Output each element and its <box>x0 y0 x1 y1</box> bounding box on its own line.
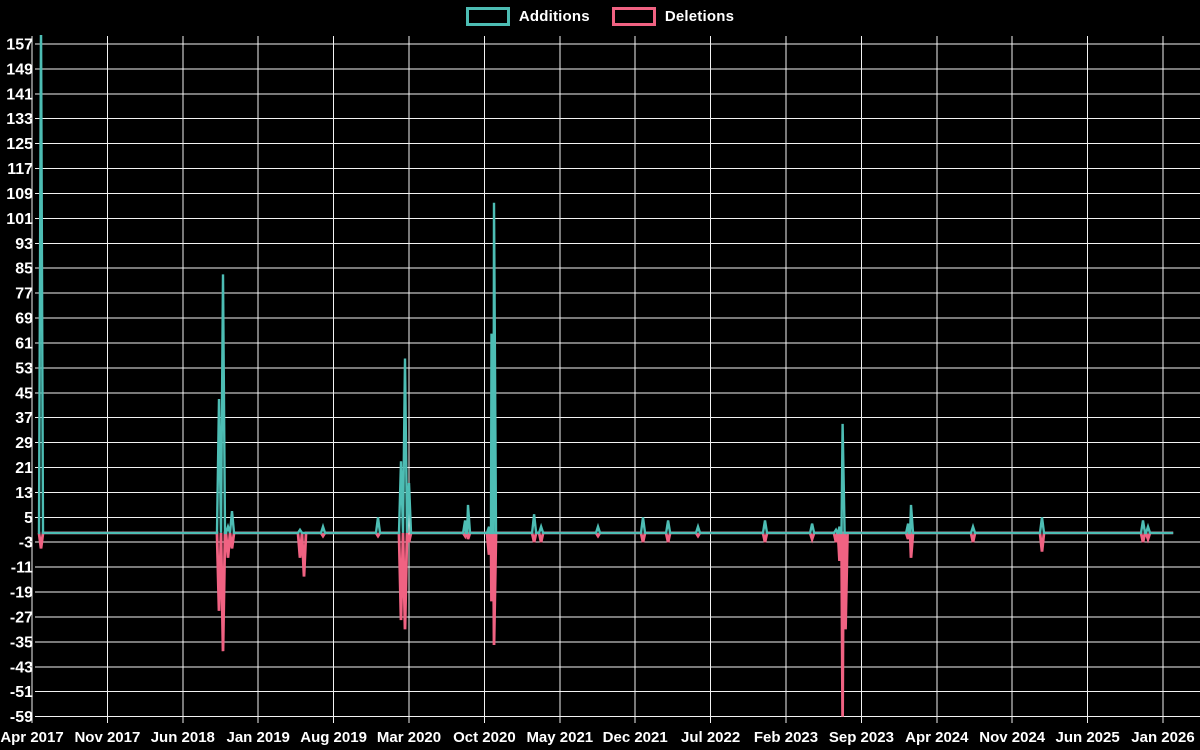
y-tick-label: 13 <box>15 485 33 502</box>
y-tick-label: 5 <box>24 510 33 527</box>
y-tick-label: 141 <box>6 86 33 103</box>
x-tick-label: Oct 2020 <box>453 729 516 746</box>
y-tick-label: 101 <box>6 211 33 228</box>
legend-item-additions[interactable]: Additions <box>465 7 590 26</box>
gridlines <box>31 36 1200 723</box>
y-tick-label: 117 <box>7 161 33 178</box>
x-tick-label: Jan 2019 <box>227 729 290 746</box>
y-tick-label: 53 <box>15 360 33 377</box>
legend-deletions-label: Deletions <box>664 8 735 25</box>
x-tick-label: Jun 2025 <box>1055 729 1119 746</box>
x-tick-label: Aug 2019 <box>300 729 367 746</box>
y-tick-label: -27 <box>10 609 33 626</box>
x-tick-label: Mar 2020 <box>377 729 441 746</box>
y-tick-label: 85 <box>15 261 33 278</box>
legend-additions-label: Additions <box>518 8 590 25</box>
y-tick-label: -35 <box>10 634 33 651</box>
y-tick-label: -3 <box>19 535 33 552</box>
y-tick-label: 69 <box>15 311 33 328</box>
axis-labels: 157 149 141 133 125 117 109 101 93 85 77 69 61 53 45 37… <box>0 37 1194 746</box>
x-tick-label: Jul 2022 <box>681 729 740 746</box>
deletions-swatch-icon <box>611 7 656 26</box>
x-tick-label: Dec 2021 <box>603 729 668 746</box>
x-tick-label: May 2021 <box>526 729 593 746</box>
y-tick-label: 77 <box>15 286 33 303</box>
y-tick-label: 157 <box>6 37 33 54</box>
y-tick-label: 149 <box>6 61 33 78</box>
x-tick-label: Jun 2018 <box>151 729 215 746</box>
y-tick-label: 93 <box>15 236 33 253</box>
y-tick-label: -59 <box>10 709 33 726</box>
y-tick-label: 133 <box>6 111 33 128</box>
x-tick-label: Apr 2017 <box>0 729 63 746</box>
x-tick-label: Nov 2024 <box>979 729 1046 746</box>
legend-item-deletions[interactable]: Deletions <box>611 7 735 26</box>
x-tick-label: Nov 2017 <box>74 729 140 746</box>
series-lines <box>37 35 1174 717</box>
y-tick-label: 21 <box>15 460 33 477</box>
x-tick-label: Sep 2023 <box>829 729 894 746</box>
x-tick-label: Apr 2024 <box>905 729 969 746</box>
y-tick-label: 37 <box>15 410 33 427</box>
deletions-line <box>37 531 1174 717</box>
y-tick-label: -11 <box>11 560 33 577</box>
y-tick-label: 61 <box>15 335 33 352</box>
x-tick-label: Jan 2026 <box>1131 729 1194 746</box>
y-tick-label: -51 <box>10 684 33 701</box>
y-tick-label: 29 <box>15 435 33 452</box>
additions-swatch-icon <box>465 7 510 26</box>
chart-legend: Additions Deletions <box>0 7 1200 26</box>
x-tick-label: Feb 2023 <box>754 729 818 746</box>
additions-line <box>37 35 1174 535</box>
y-tick-label: 109 <box>6 186 33 203</box>
y-tick-label: -43 <box>10 659 33 676</box>
y-tick-label: -19 <box>10 585 33 602</box>
y-tick-label: 45 <box>15 385 33 402</box>
y-tick-label: 125 <box>6 136 33 153</box>
